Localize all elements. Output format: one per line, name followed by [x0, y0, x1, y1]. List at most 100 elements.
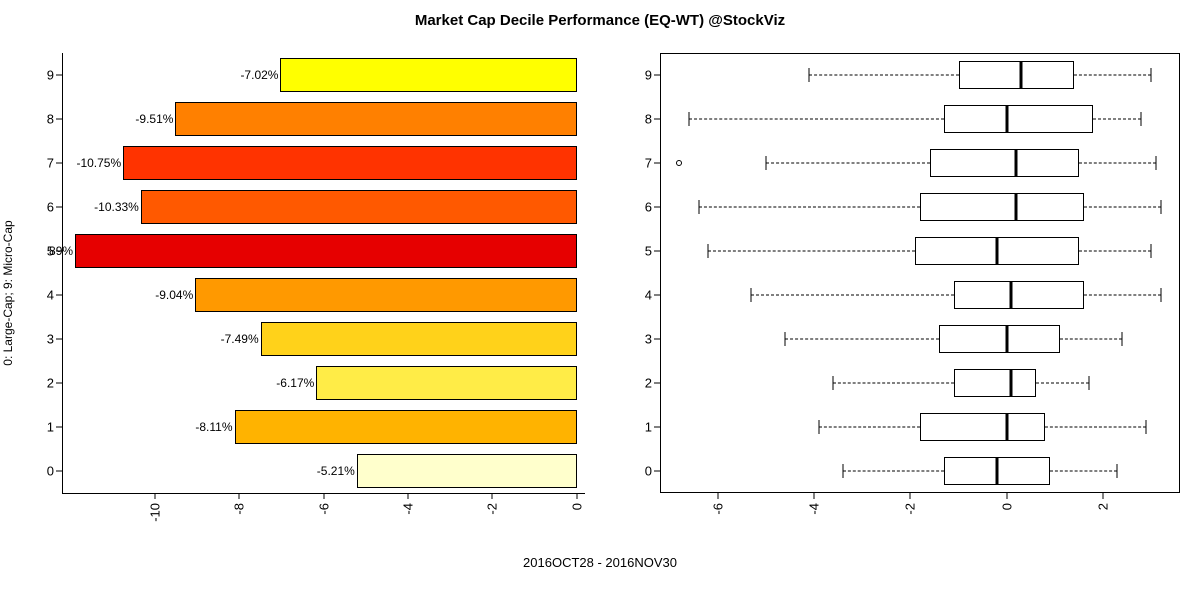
whisker-high	[1084, 295, 1161, 296]
box-ytick: 1	[632, 420, 652, 435]
box-ytick-mark	[654, 471, 660, 472]
bar-ytick: 8	[34, 112, 54, 127]
bar-label-7: -10.75%	[76, 156, 123, 170]
bar-label-3: -7.49%	[221, 332, 261, 346]
box-ytick: 4	[632, 288, 652, 303]
whisker-high	[1045, 427, 1146, 428]
bar-xtick: -6	[316, 503, 331, 515]
bar-xtick-mark	[407, 493, 408, 499]
bar-9	[280, 58, 576, 92]
box-xtick: 2	[1095, 503, 1110, 510]
box-ytick: 9	[632, 68, 652, 83]
y-axis-label: 0: Large-Cap; 9: Micro-Cap	[1, 220, 15, 365]
bar-label-2: -6.17%	[276, 376, 316, 390]
bar-ytick: 4	[34, 288, 54, 303]
bar-6	[141, 190, 577, 224]
whisker-high	[1074, 75, 1151, 76]
box-ytick: 6	[632, 200, 652, 215]
bar-label-4: -9.04%	[155, 288, 195, 302]
whisker-cap	[842, 464, 843, 478]
bar-4	[195, 278, 576, 312]
box-ytick-mark	[654, 207, 660, 208]
box-ytick: 0	[632, 464, 652, 479]
chart-title: Market Cap Decile Performance (EQ-WT) @S…	[0, 0, 1200, 33]
whisker-high	[1084, 207, 1161, 208]
box-ytick: 7	[632, 156, 652, 171]
box-7	[930, 149, 1079, 177]
whisker-high	[1050, 471, 1117, 472]
median-line	[996, 457, 999, 485]
box-4	[954, 281, 1084, 309]
box-xtick-mark	[1102, 493, 1103, 499]
bar-3	[261, 322, 577, 356]
box-6	[920, 193, 1084, 221]
bar-y-axis	[62, 53, 63, 493]
bar-xtick: -4	[400, 503, 415, 515]
box-xtick-mark	[1006, 493, 1007, 499]
median-line	[1020, 61, 1023, 89]
whisker-cap	[1088, 376, 1089, 390]
whisker-high	[1079, 251, 1151, 252]
whisker-cap	[1141, 112, 1142, 126]
box-ytick: 3	[632, 332, 652, 347]
bar-7	[123, 146, 576, 180]
whisker-cap	[818, 420, 819, 434]
box-ytick-mark	[654, 163, 660, 164]
box-xtick: -4	[807, 503, 822, 515]
bar-xtick: 0	[569, 503, 584, 510]
box-ytick-mark	[654, 295, 660, 296]
whisker-cap	[1160, 200, 1161, 214]
panels-row: 0: Large-Cap; 9: Micro-Cap 0123456789-5.…	[0, 33, 1200, 553]
bar-xtick: -2	[485, 503, 500, 515]
median-line	[996, 237, 999, 265]
whisker-low	[751, 295, 953, 296]
whisker-low	[689, 119, 944, 120]
bar-label-5: 89%	[49, 244, 75, 258]
box-xtick-mark	[717, 493, 718, 499]
whisker-cap	[809, 68, 810, 82]
box-xtick-mark	[910, 493, 911, 499]
whisker-low	[708, 251, 915, 252]
bar-xtick-mark	[323, 493, 324, 499]
box-ytick-mark	[654, 383, 660, 384]
box-1	[920, 413, 1045, 441]
box-xtick: -2	[903, 503, 918, 515]
bar-ytick: 6	[34, 200, 54, 215]
box-xtick: -6	[710, 503, 725, 515]
whisker-low	[819, 427, 920, 428]
bar-ytick: 7	[34, 156, 54, 171]
bar-xtick-mark	[239, 493, 240, 499]
box-ytick-mark	[654, 427, 660, 428]
whisker-cap	[1122, 332, 1123, 346]
box-xtick: 0	[999, 503, 1014, 510]
bar-ytick: 1	[34, 420, 54, 435]
whisker-low	[785, 339, 939, 340]
bar-ytick: 0	[34, 464, 54, 479]
box-ytick: 8	[632, 112, 652, 127]
whisker-low	[699, 207, 920, 208]
bar-label-6: -10.33%	[94, 200, 141, 214]
box-ytick: 2	[632, 376, 652, 391]
whisker-low	[766, 163, 930, 164]
bar-xtick-mark	[154, 493, 155, 499]
bar-xtick: -10	[147, 503, 162, 522]
whisker-cap	[765, 156, 766, 170]
bar-label-0: -5.21%	[317, 464, 357, 478]
bar-label-8: -9.51%	[135, 112, 175, 126]
box-3	[939, 325, 1059, 353]
median-line	[1005, 105, 1008, 133]
bar-xtick: -8	[232, 503, 247, 515]
bar-ytick: 9	[34, 68, 54, 83]
box-ytick-mark	[654, 339, 660, 340]
bar-label-1: -8.11%	[195, 420, 234, 434]
bar-8	[175, 102, 576, 136]
box-ytick-mark	[654, 75, 660, 76]
median-line	[1015, 149, 1018, 177]
whisker-high	[1060, 339, 1123, 340]
whisker-low	[809, 75, 958, 76]
box-ytick-mark	[654, 251, 660, 252]
whisker-high	[1036, 383, 1089, 384]
outlier-point	[676, 160, 682, 166]
median-line	[1010, 369, 1013, 397]
whisker-low	[833, 383, 953, 384]
